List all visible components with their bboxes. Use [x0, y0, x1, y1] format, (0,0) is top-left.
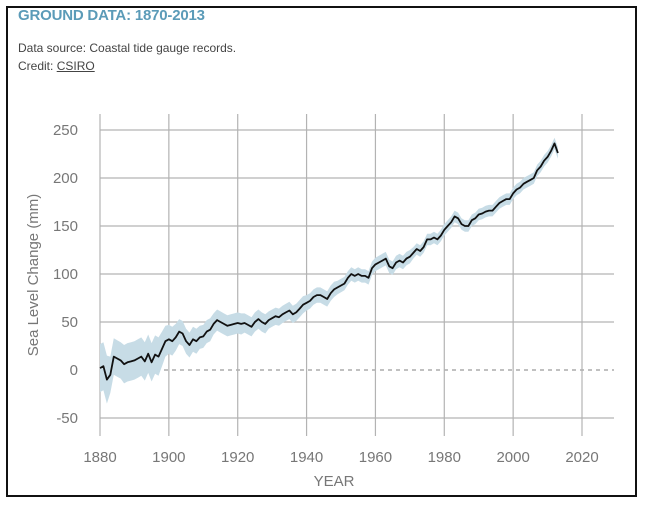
credit-link[interactable]: CSIRO: [56, 59, 95, 73]
chart-frame: [6, 6, 637, 497]
credit-line: Credit: CSIRO: [18, 59, 95, 73]
uncertainty-band-layer: [100, 137, 558, 404]
x-tick-label: 1880: [83, 449, 116, 466]
x-tick-label: 2000: [496, 449, 529, 466]
y-tick-label: 50: [61, 314, 78, 331]
sea-level-series-line: [99, 142, 559, 381]
x-tick-label: 1960: [359, 449, 392, 466]
x-tick-label: 1940: [290, 449, 323, 466]
y-tick-label: 150: [53, 218, 78, 235]
x-tick-label: 2020: [565, 449, 598, 466]
y-tick-label: -50: [56, 410, 78, 427]
credit-prefix: Credit:: [18, 59, 54, 73]
chart-title: GROUND DATA: 1870-2013: [18, 7, 205, 24]
y-axis-label: Sea Level Change (mm): [25, 194, 42, 357]
series-line-layer: [99, 142, 559, 381]
y-tick-label: 200: [53, 170, 78, 187]
tick-label-layer: -50 0 50 100 150 200 250 1880 1900 1920 1940 1960 19…: [53, 122, 599, 466]
x-tick-label: 1920: [221, 449, 254, 466]
uncertainty-band: [100, 137, 558, 404]
y-tick-label: 100: [53, 266, 78, 283]
y-tick-label: 250: [53, 122, 78, 139]
data-source-note: Data source: Coastal tide gauge records.: [18, 41, 237, 55]
x-tick-label: 1980: [428, 449, 461, 466]
x-tick-label: 1900: [152, 449, 185, 466]
x-axis-label: YEAR: [314, 473, 355, 490]
y-tick-label: 0: [70, 362, 78, 379]
